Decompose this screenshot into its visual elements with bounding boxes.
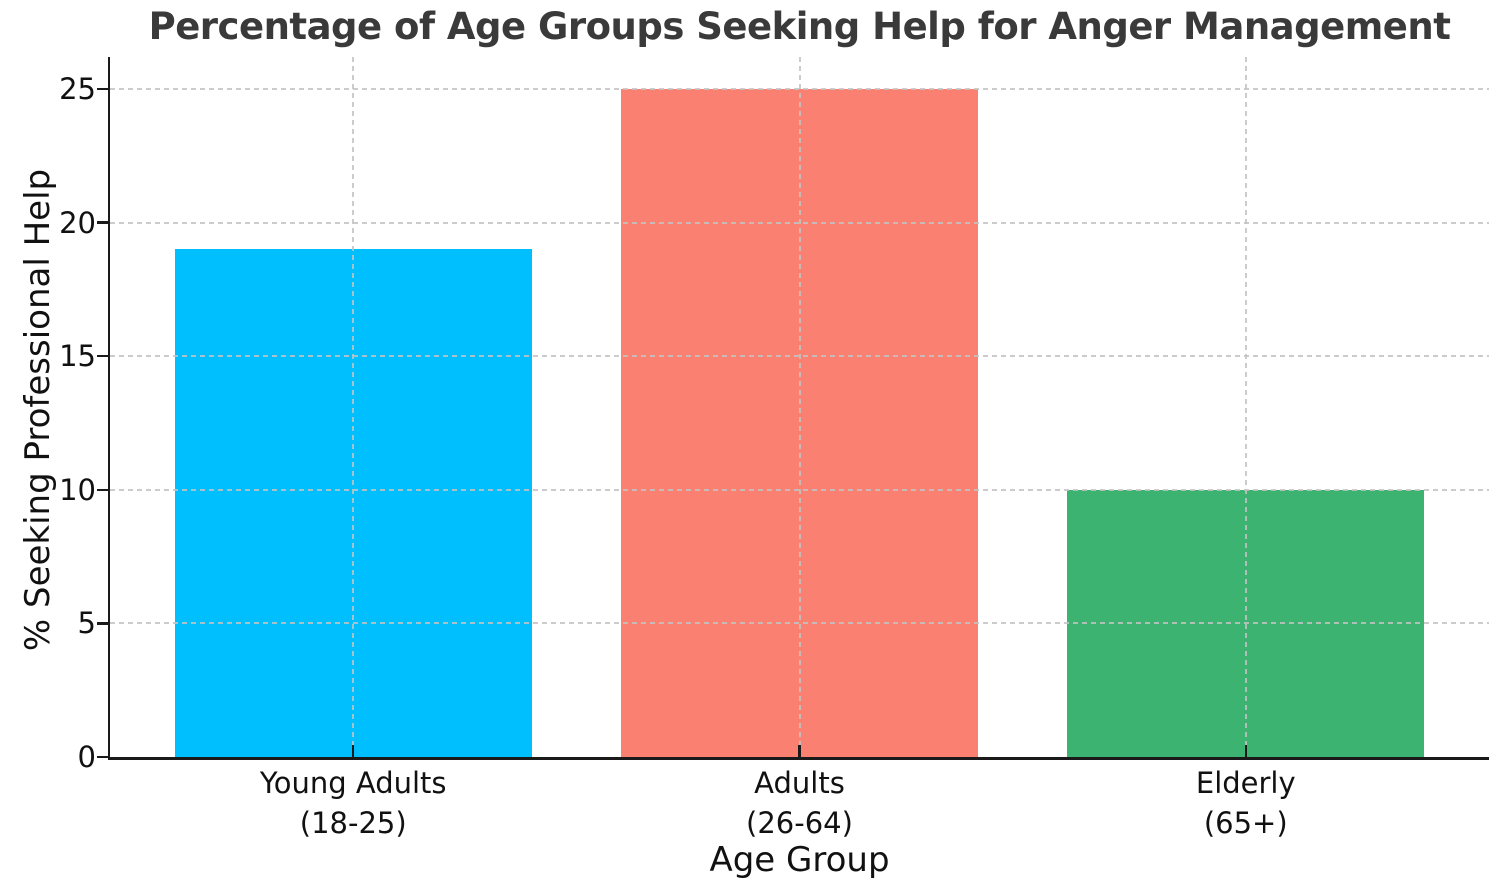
- y-tick-0: [97, 755, 110, 759]
- x-gridline-adults: [798, 57, 801, 757]
- plot-area: [110, 57, 1489, 757]
- x-gridline-young-adults: [352, 57, 355, 757]
- y-tick-label-25: 25: [59, 72, 96, 107]
- x-tick-elderly: [1244, 745, 1248, 757]
- y-tick-label-5: 5: [77, 606, 96, 641]
- y-tick-10: [97, 488, 110, 492]
- y-axis-spine: [107, 57, 110, 760]
- y-tick-20: [97, 221, 110, 224]
- y-tick-label-10: 10: [59, 472, 96, 507]
- x-axis-label: Age Group: [709, 840, 890, 880]
- y-tick-label-15: 15: [59, 339, 96, 374]
- x-gridline-elderly: [1244, 57, 1247, 757]
- y-tick-label-0: 0: [77, 740, 96, 774]
- x-axis-spine: [107, 757, 1489, 760]
- y-tick-label-20: 20: [59, 205, 96, 240]
- x-tick-label-young-adults: Young Adults (18-25): [259, 766, 447, 840]
- x-tick-young-adults: [351, 745, 355, 757]
- y-axis-label: % Seeking Professional Help: [18, 168, 58, 652]
- y-tick-15: [97, 354, 110, 358]
- x-tick-adults: [798, 745, 801, 757]
- chart-title: Percentage of Age Groups Seeking Help fo…: [148, 5, 1451, 48]
- y-tick-25: [97, 87, 110, 91]
- y-tick-5: [97, 622, 110, 625]
- x-tick-label-adults: Adults (26-64): [746, 766, 853, 840]
- x-tick-label-elderly: Elderly (65+): [1195, 766, 1296, 840]
